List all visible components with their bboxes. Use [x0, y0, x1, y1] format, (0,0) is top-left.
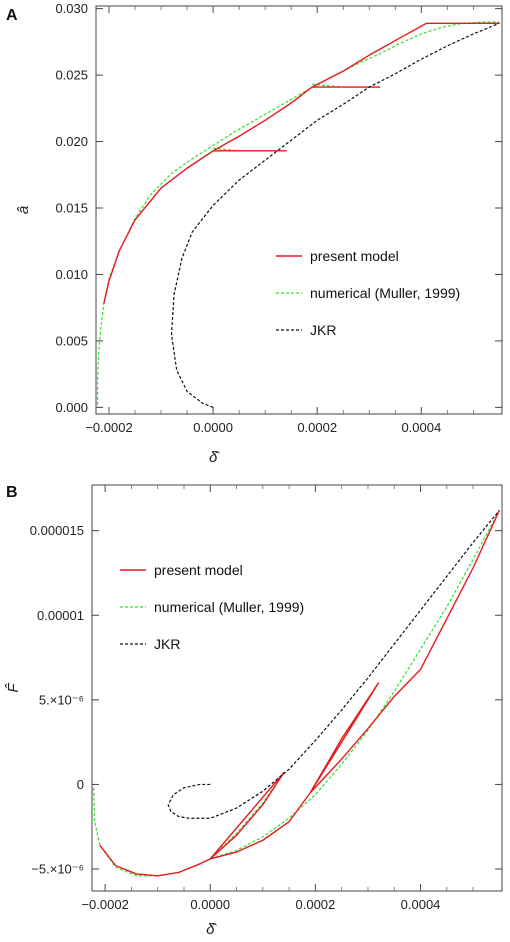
- panel-a-series-jkr: [170, 22, 500, 408]
- panel-b-y-tick-label: −5.×10⁻⁶: [31, 862, 84, 877]
- panel-b-x-tick-label: −0.0002: [81, 897, 128, 912]
- panel-a-y-tick-label: 0.015: [55, 201, 88, 216]
- panel-b-series-group: [92, 510, 501, 877]
- panel-a-letter: A: [6, 7, 18, 24]
- panel-a-x-tick-label: 0.0000: [193, 420, 233, 435]
- panel-b-legend-label: present model: [154, 562, 243, 578]
- panel-a-y-tick-label: 0.020: [55, 134, 88, 149]
- panel-a-frame: [95, 5, 503, 415]
- panel-b-frame: [91, 484, 503, 892]
- panel-a-y-tick-label: 0.005: [55, 333, 88, 348]
- panel-b-x-tick-label: 0.0002: [296, 897, 336, 912]
- panel-a-y-axis-title: â: [15, 206, 32, 214]
- panel-b-series-jkr: [167, 510, 500, 819]
- panel-a-y-tick-label: 0.010: [55, 267, 88, 282]
- panel-a-y-tick-label: 0.025: [55, 68, 88, 83]
- panel-a-legend-label: JKR: [310, 322, 336, 338]
- panel-a-y-tick-label: 0.000: [55, 400, 88, 415]
- panel-b-letter: B: [6, 484, 18, 501]
- panel-b-y-axis-title: F̂: [5, 683, 22, 693]
- panel-a-x-tick-label: 0.0002: [297, 420, 337, 435]
- panel-a-x-tick-label: −0.0002: [85, 420, 132, 435]
- panel-b-y-tick-label: 5.×10⁻⁶: [39, 692, 84, 707]
- panel-b-legend-label: numerical (Muller, 1999): [154, 599, 304, 615]
- panel-a: A −0.0002 0.0000 0.0002 0.0004 0.000 0.005 0.01…: [6, 1, 503, 466]
- panel-a-legend-label: present model: [310, 248, 399, 264]
- panel-b-y-tick-label: 0: [77, 777, 84, 792]
- panel-a-legend-label: numerical (Muller, 1999): [310, 285, 460, 301]
- panel-b-y-tick-label: 0.00001: [37, 608, 84, 623]
- panel-b-series-present-model: [99, 510, 501, 877]
- panel-b-series-numerical-muller-1999: [92, 510, 500, 877]
- panel-b-x-axis-title: δ̂: [206, 921, 217, 938]
- panel-b-x-tick-label: 0.0004: [401, 897, 441, 912]
- panel-b: B −0.0002 0.0000 0.0002 0.0004 −5.×10⁻⁶ 0 5.×10…: [5, 484, 503, 938]
- panel-b-legend-label: JKR: [154, 636, 180, 652]
- panel-a-series-group: [96, 21, 500, 408]
- panel-a-x-axis-title: δ̂: [209, 449, 220, 466]
- panel-a-y-tick-label: 0.030: [55, 1, 88, 16]
- panel-b-y-tick-label: 0.000015: [30, 523, 84, 538]
- panel-a-series-numerical-muller-1999: [96, 21, 500, 405]
- panel-b-x-tick-label: 0.0000: [190, 897, 230, 912]
- panel-a-x-tick-label: 0.0004: [401, 420, 441, 435]
- panel-a-series-present-model: [103, 22, 500, 304]
